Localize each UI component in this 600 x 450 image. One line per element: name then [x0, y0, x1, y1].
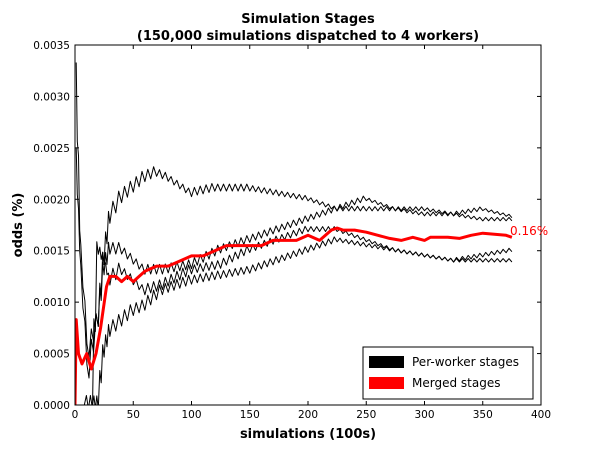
x-tick-label: 200 — [298, 409, 318, 421]
y-tick-label: 0.0005 — [33, 349, 70, 361]
x-tick-label: 350 — [473, 409, 493, 421]
y-tick-label: 0.0035 — [33, 40, 70, 52]
x-tick-label: 250 — [356, 409, 376, 421]
x-axis-label: simulations (100s) — [240, 427, 376, 442]
y-tick-label: 0.0025 — [33, 143, 70, 155]
y-tick-label: 0.0020 — [33, 194, 70, 206]
x-tick-label: 150 — [240, 409, 260, 421]
per-worker-stage-line — [75, 147, 513, 379]
legend: Per-worker stages Merged stages — [362, 346, 534, 400]
y-tick-label: 0.0010 — [33, 297, 70, 309]
x-tick-label: 300 — [414, 409, 434, 421]
x-tick-label: 400 — [531, 409, 551, 421]
series-layer — [75, 62, 513, 405]
merged-stage-line — [75, 226, 513, 405]
x-tick-label: 0 — [72, 409, 79, 421]
x-tick-label: 50 — [127, 409, 140, 421]
per-worker-stage-line — [92, 236, 513, 405]
y-tick-label: 0.0000 — [33, 400, 70, 412]
chart-subtitle: (150,000 simulations dispatched to 4 wor… — [137, 29, 479, 44]
axis-ticks: 0 50 100 150 200 250 300 350 400 0.0000 0.0005 0.00… — [33, 40, 551, 421]
legend-label-per-worker: Per-worker stages — [412, 355, 519, 369]
legend-label-merged: Merged stages — [412, 376, 500, 390]
per-worker-stage-line — [75, 62, 513, 358]
y-tick-label: 0.0030 — [33, 91, 70, 103]
y-tick-label: 0.0015 — [33, 246, 70, 258]
legend-swatch-per-worker — [369, 356, 404, 368]
legend-swatch-merged — [369, 377, 404, 389]
legend-box — [362, 346, 534, 400]
end-value-label: 0.16% — [510, 224, 548, 238]
y-axis-label: odds (%) — [11, 193, 26, 258]
chart-title: Simulation Stages — [241, 12, 375, 27]
plot-area-frame — [74, 44, 542, 406]
x-tick-label: 100 — [181, 409, 201, 421]
